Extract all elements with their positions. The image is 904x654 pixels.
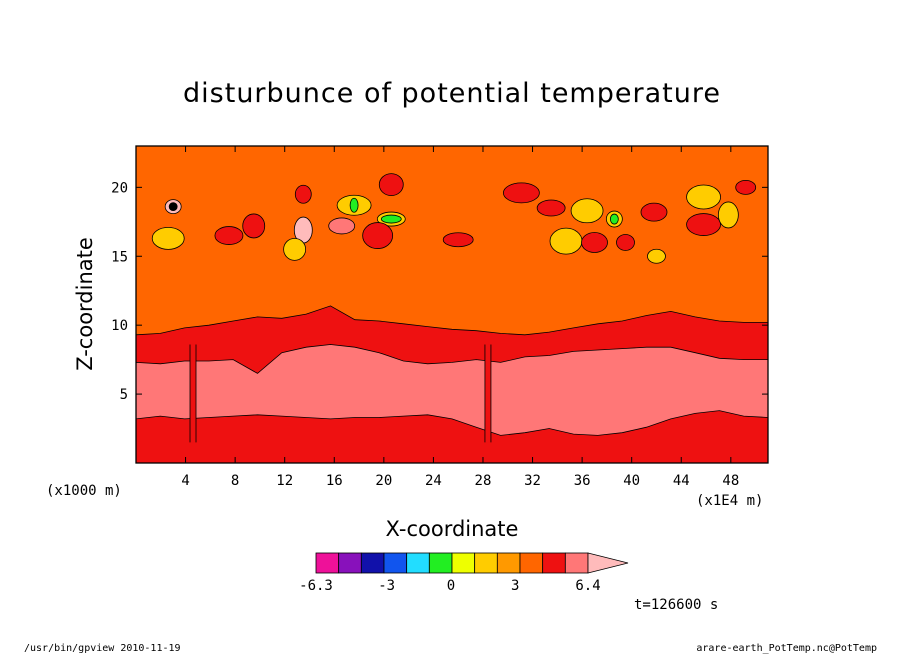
- y-tick-label: 20: [111, 180, 128, 196]
- colorbar-swatch: [315, 552, 340, 574]
- x-tick-label: 20: [375, 473, 392, 489]
- x-unit-label: (x1E4 m): [696, 493, 763, 509]
- contour-cell: [549, 227, 583, 255]
- contour-cell: [214, 226, 244, 245]
- y-unit-label: (x1000 m): [46, 483, 122, 499]
- contour-cell: [581, 232, 608, 253]
- contour-gap: [190, 344, 197, 443]
- contour-cell: [442, 232, 474, 248]
- contour-cell: [536, 199, 566, 217]
- x-tick-label: 16: [326, 473, 343, 489]
- plot-frame: [135, 145, 769, 464]
- colorbar-swatch: [406, 552, 430, 574]
- x-tick-label: 4: [181, 473, 189, 489]
- x-axis-label: X-coordinate: [386, 517, 519, 541]
- x-tick-label: 32: [524, 473, 541, 489]
- contour-cell: [294, 184, 312, 204]
- colorbar-label: 6.4: [575, 578, 600, 594]
- time-label: t=126600 s: [634, 597, 718, 613]
- colorbar-swatch: [428, 552, 453, 574]
- contour-cell: [647, 248, 666, 264]
- footer-left: /usr/bin/gpview 2010-11-19: [24, 643, 181, 654]
- contour-cell: [609, 213, 619, 225]
- colorbar-label: -6.3: [299, 578, 333, 594]
- x-tick-label: 36: [574, 473, 591, 489]
- x-tick-label: 28: [475, 473, 492, 489]
- x-tick-label: 8: [231, 473, 239, 489]
- colorbar-swatch: [474, 552, 498, 574]
- contour-cell: [735, 179, 757, 195]
- x-tick-label: 40: [623, 473, 640, 489]
- y-tick-label: 15: [111, 249, 128, 265]
- colorbar-swatch: [519, 552, 544, 574]
- colorbar-swatch: [360, 552, 385, 574]
- y-axis-label: Z-coordinate: [73, 237, 97, 371]
- colorbar: -6.3 -3 0 3 6.4: [299, 552, 629, 594]
- plot-area: [136, 146, 768, 463]
- colorbar-swatch: [496, 552, 521, 574]
- contour-cell: [328, 217, 356, 235]
- colorbar-swatch: [564, 552, 589, 574]
- contour-cell: [640, 202, 668, 222]
- x-tick-label: 44: [673, 473, 690, 489]
- contour-cell: [616, 234, 635, 251]
- x-tick-label: 48: [722, 473, 739, 489]
- colorbar-label: -3: [378, 578, 395, 594]
- contour-cell: [283, 237, 307, 261]
- contour-cell: [349, 197, 359, 213]
- x-tick-label: 24: [425, 473, 442, 489]
- colorbar-swatch: [383, 552, 408, 574]
- colorbar-swatch: [451, 552, 476, 574]
- chart-title: disturbunce of potential temperature: [183, 78, 721, 109]
- contour-cell: [378, 173, 404, 196]
- contour-cell: [686, 213, 721, 236]
- contour-cell: [242, 213, 266, 239]
- contour-cell: [151, 226, 185, 250]
- contour-cell: [717, 201, 739, 229]
- contour-gap: [484, 344, 491, 443]
- footer-right: arare-earth_PotTemp.nc@PotTemp: [696, 643, 877, 654]
- colorbar-swatch: [542, 552, 566, 574]
- contour-cell: [502, 182, 540, 204]
- colorbar-label: 3: [511, 578, 519, 594]
- contour-cell: [168, 202, 178, 212]
- contour-cell: [362, 222, 394, 249]
- y-tick-label: 10: [111, 318, 128, 334]
- x-tick-label: 12: [276, 473, 293, 489]
- colorbar-swatch: [338, 552, 362, 574]
- contour-cell: [380, 214, 402, 224]
- y-tick-label: 5: [120, 387, 128, 403]
- contour-cell: [686, 184, 721, 210]
- colorbar-arrow: [587, 552, 629, 574]
- contour-cell: [570, 198, 604, 224]
- contour-band: [136, 344, 768, 436]
- colorbar-label: 0: [447, 578, 455, 594]
